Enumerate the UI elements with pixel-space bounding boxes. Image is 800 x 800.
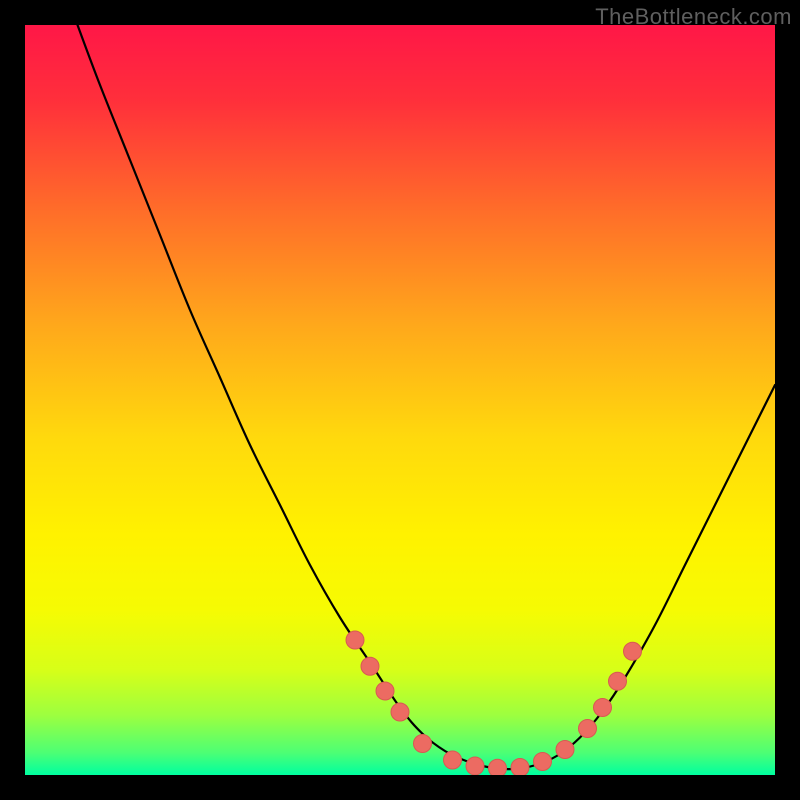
chart-frame: TheBottleneck.com <box>0 0 800 800</box>
data-marker <box>609 672 627 690</box>
data-marker <box>624 642 642 660</box>
data-marker <box>594 699 612 717</box>
data-marker <box>376 682 394 700</box>
data-marker <box>489 759 507 775</box>
data-marker <box>391 703 409 721</box>
data-marker <box>414 735 432 753</box>
data-marker <box>444 751 462 769</box>
data-marker <box>511 759 529 776</box>
data-marker <box>579 720 597 738</box>
data-marker <box>556 741 574 759</box>
data-marker <box>361 657 379 675</box>
chart-svg <box>25 25 775 775</box>
plot-area <box>25 25 775 775</box>
data-marker <box>466 757 484 775</box>
gradient-background <box>25 25 775 775</box>
data-marker <box>534 753 552 771</box>
data-marker <box>346 631 364 649</box>
watermark-text: TheBottleneck.com <box>595 4 792 30</box>
